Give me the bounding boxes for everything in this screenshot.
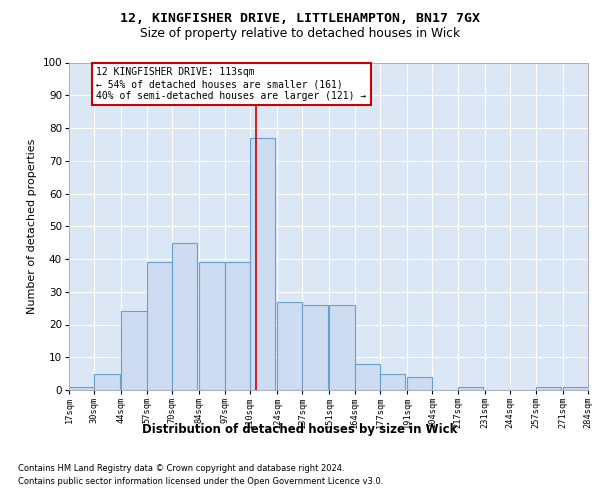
Bar [536, 386, 561, 390]
Bar [458, 386, 483, 390]
Bar [69, 386, 94, 390]
Bar [224, 262, 250, 390]
Bar [563, 386, 588, 390]
Bar [380, 374, 405, 390]
Bar [121, 312, 147, 390]
Bar [407, 377, 433, 390]
Bar [147, 262, 172, 390]
Bar [277, 302, 302, 390]
Bar [94, 374, 119, 390]
Text: Contains public sector information licensed under the Open Government Licence v3: Contains public sector information licen… [18, 478, 383, 486]
Bar [199, 262, 224, 390]
Bar [250, 138, 275, 390]
Y-axis label: Number of detached properties: Number of detached properties [27, 138, 37, 314]
Text: Size of property relative to detached houses in Wick: Size of property relative to detached ho… [140, 28, 460, 40]
Text: Distribution of detached houses by size in Wick: Distribution of detached houses by size … [142, 422, 458, 436]
Text: 12 KINGFISHER DRIVE: 113sqm
← 54% of detached houses are smaller (161)
40% of se: 12 KINGFISHER DRIVE: 113sqm ← 54% of det… [96, 68, 367, 100]
Bar [329, 305, 355, 390]
Text: Contains HM Land Registry data © Crown copyright and database right 2024.: Contains HM Land Registry data © Crown c… [18, 464, 344, 473]
Text: 12, KINGFISHER DRIVE, LITTLEHAMPTON, BN17 7GX: 12, KINGFISHER DRIVE, LITTLEHAMPTON, BN1… [120, 12, 480, 26]
Bar [302, 305, 328, 390]
Bar [172, 242, 197, 390]
Bar [355, 364, 380, 390]
